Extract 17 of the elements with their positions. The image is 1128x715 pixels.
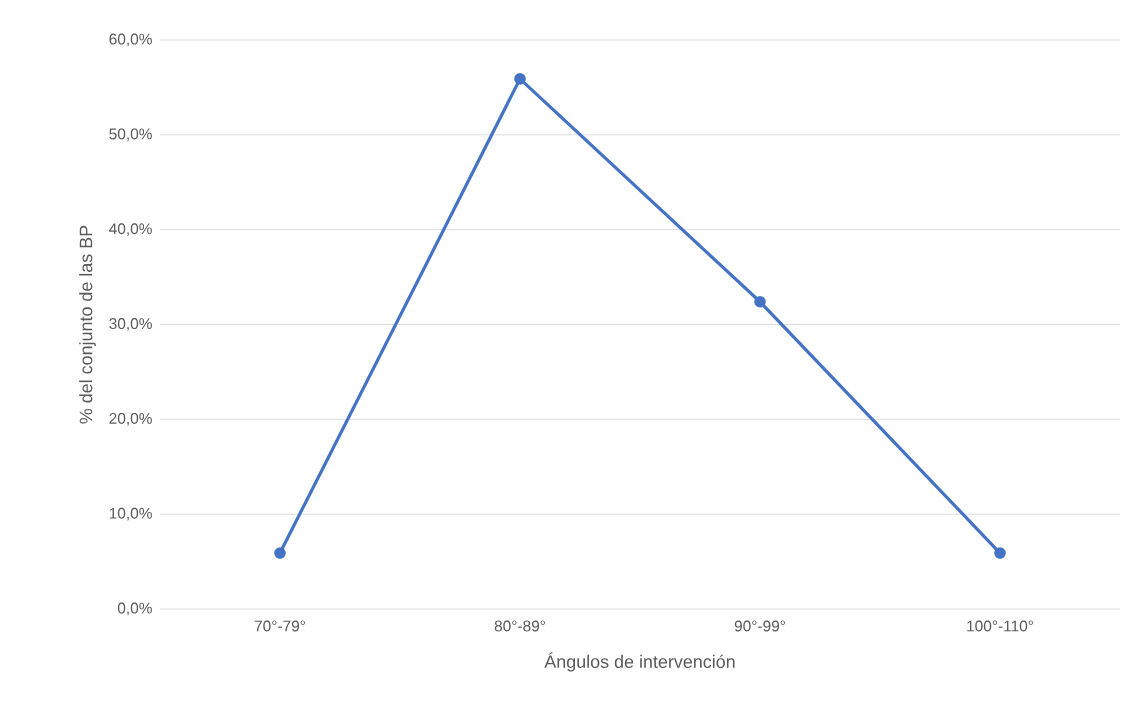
- x-axis-title: Ángulos de intervención: [544, 652, 735, 672]
- point: [274, 547, 286, 559]
- point: [994, 547, 1006, 559]
- point: [514, 73, 526, 85]
- y-axis-title: % del conjunto de las BP: [79, 225, 96, 424]
- y-tick-label: 60,0%: [109, 33, 152, 47]
- y-tick-label: 10,0%: [109, 507, 152, 521]
- x-tick-label: 70°-79°: [254, 620, 305, 632]
- y-tick-label: 40,0%: [109, 223, 152, 237]
- point: [754, 295, 766, 308]
- x-tick-label: 100°-110°: [967, 620, 1034, 632]
- y-tick-label: 20,0%: [109, 412, 152, 426]
- y-tick-label: 50,0%: [109, 128, 152, 142]
- x-tick-label: 90°-99°: [734, 620, 785, 632]
- y-tick-label: 0,0%: [117, 602, 152, 616]
- y-tick-label: 30,0%: [109, 318, 152, 331]
- x-tick-label: 80°-89°: [494, 620, 545, 632]
